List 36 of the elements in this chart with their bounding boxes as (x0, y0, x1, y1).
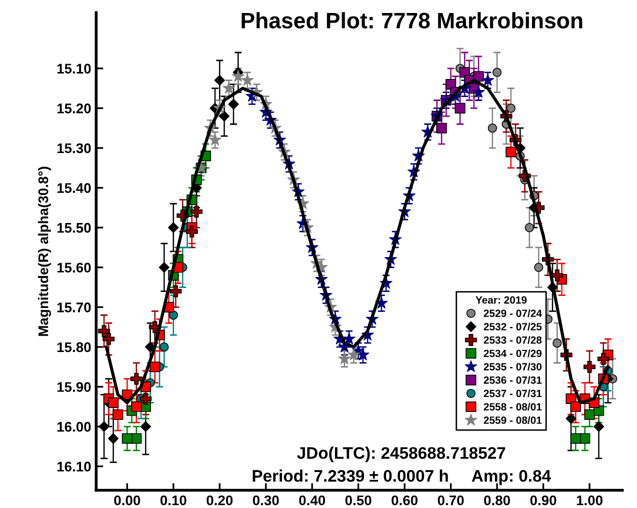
y-tick-label: 15.40 (57, 183, 91, 193)
legend-label: 2529 - 07/24 (484, 309, 542, 318)
x-tick-label: 0.60 (392, 495, 418, 506)
x-tick-label: 0.80 (484, 495, 510, 506)
x-tick-label: 0.50 (345, 495, 372, 506)
x-tick-label: 0.00 (114, 495, 140, 506)
y-tick-label: 15.80 (57, 342, 91, 352)
y-axis-title: Magnitude(R) alpha(30.8°) (38, 166, 52, 336)
legend-label: 2533 - 07/28 (484, 336, 542, 344)
annotation: JDo(LTC): 2458688.718527 (297, 446, 506, 462)
chart-title: Phased Plot: 7778 Markrobinson (242, 12, 582, 28)
y-tick-label: 15.60 (57, 262, 91, 273)
y-tick-label: 15.30 (57, 143, 91, 154)
y-tick-label: 15.20 (57, 104, 91, 114)
x-tick-label: 0.10 (160, 495, 186, 506)
legend-label: 2532 - 07/25 (484, 322, 542, 330)
legend-label: 2559 - 08/01 (484, 416, 542, 424)
legend-label: 2534 - 07/29 (484, 349, 542, 358)
x-tick-label: 0.20 (206, 495, 233, 506)
legend-label: 2536 - 07/31 (484, 376, 542, 384)
y-tick-label: 15.50 (57, 222, 91, 233)
legend-title: Year: 2019 (476, 296, 527, 304)
legend-label: 2537 - 07/31 (484, 390, 542, 398)
y-tick-label: 16.00 (57, 422, 91, 432)
x-tick-label: 1.00 (576, 495, 602, 506)
x-tick-label: 0.40 (299, 495, 326, 506)
y-tick-label: 15.10 (57, 64, 91, 74)
annotation: Period: 7.2339 ± 0.0007 h Amp: 0.84 (252, 470, 551, 486)
x-tick-label: 0.70 (438, 495, 464, 506)
x-tick-label: 0.30 (252, 495, 279, 506)
y-tick-label: 15.70 (57, 302, 91, 312)
legend-label: 2558 - 08/01 (484, 402, 542, 411)
legend-label: 2535 - 07/30 (484, 362, 542, 371)
y-tick-label: 15.90 (57, 382, 91, 392)
y-tick-label: 16.10 (57, 462, 91, 472)
x-tick-label: 0.90 (530, 495, 556, 506)
